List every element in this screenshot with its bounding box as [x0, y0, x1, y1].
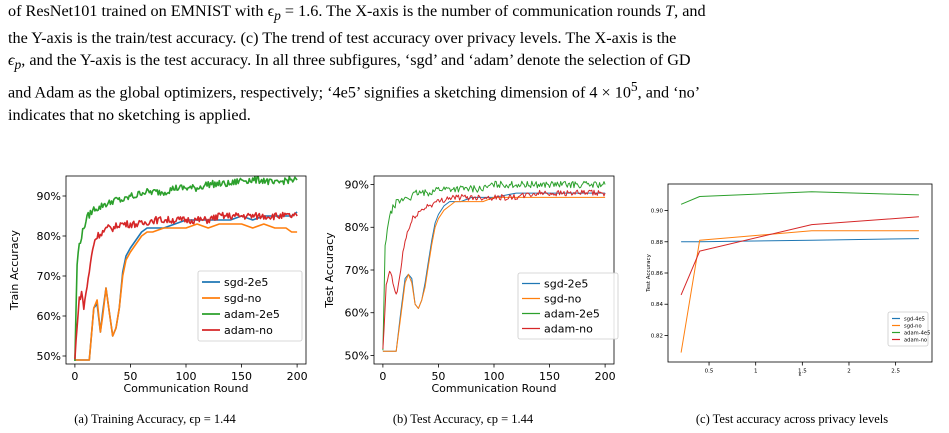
figure-caption: of ResNet101 trained on EMNIST with ϵp =… [8, 0, 944, 126]
x-axis-label: Communication Round [431, 382, 556, 395]
y-tick-label: 50% [37, 350, 61, 363]
y-tick-label: 0.88 [651, 240, 664, 246]
legend-label-adam-4e5: adam-4e5 [904, 330, 930, 336]
y-axis-label: Train Accuracy [8, 229, 21, 311]
y-tick-label: 0.86 [651, 271, 664, 277]
legend-label-sgd-no: sgd-no [904, 323, 922, 329]
y-tick-label: 90% [37, 190, 61, 203]
series-line-sgd-no [74, 223, 298, 361]
legend-box [887, 311, 929, 347]
x-tick-label: 200 [287, 370, 308, 383]
series-line-adam-no [382, 189, 606, 349]
y-tick-label: 90% [345, 179, 369, 192]
x-tick-label: 2.5 [891, 369, 900, 375]
caption-line-5: indicates that no sketching is applied. [8, 105, 251, 124]
x-tick-label: 1 [754, 369, 758, 375]
y-tick-label: 50% [345, 349, 369, 362]
y-tick-label: 0.84 [651, 302, 664, 308]
legend-label-sgd-2e5: sgd-2e5 [544, 277, 588, 290]
series-line-sgd-no [382, 196, 606, 352]
x-axis-label: Communication Round [123, 382, 248, 395]
legend-label-sgd-2e5: sgd-2e5 [224, 276, 268, 289]
subcaption-a: (a) Training Accuracy, ϵp = 1.44 [74, 412, 236, 426]
y-tick-label: 70% [345, 264, 369, 277]
series-line-adam-no [680, 216, 919, 296]
x-tick-label: 1.5 [798, 369, 807, 375]
x-tick-label: 0 [71, 370, 78, 383]
x-tick-label: 150 [231, 370, 252, 383]
legend-label-sgd-no: sgd-no [544, 292, 582, 305]
legend-label-sgd-4e5: sgd-4e5 [904, 316, 925, 322]
x-tick-label: 150 [539, 370, 560, 383]
x-tick-label: 100 [176, 370, 197, 383]
series-line-adam-no [74, 211, 298, 360]
x-tick-label: 0.5 [705, 369, 714, 375]
series-line-sgd-4e5 [681, 238, 919, 243]
y-axis-label: Test Accuracy [323, 232, 336, 309]
series-line-adam-2e5 [74, 176, 298, 362]
y-tick-label: 0.90 [651, 209, 664, 215]
legend-label-adam-no: adam-no [544, 322, 593, 335]
x-tick-label: 100 [484, 370, 505, 383]
x-axis-label: ε [799, 372, 802, 378]
y-tick-label: 60% [345, 307, 369, 320]
legend-label-adam-2e5: adam-2e5 [544, 307, 600, 320]
x-tick-label: 50 [431, 370, 445, 383]
caption-line-1: of ResNet101 trained on EMNIST with ϵp =… [8, 2, 706, 24]
train-accuracy-chart: 0 50 100 150 200 50% 60% 70% 80% 90% Communication… [8, 175, 308, 395]
privacy-accuracy-chart: 0.5 1 1.5 2 2.5 0.82 0.84 0.86 0.88 0.90 ε Test Acc… [646, 183, 933, 378]
subcaption-c: (c) Test accuracy across privacy levels [695, 412, 889, 426]
legend-label-adam-no: adam-no [224, 324, 273, 337]
test-accuracy-chart: 0 50 100 150 200 50% 60% 70% 80% 90% Communication… [323, 175, 619, 395]
y-axis-label: Test Accuracy [646, 253, 652, 292]
y-tick-label: 70% [37, 270, 61, 283]
series-line-adam-4e5 [680, 191, 919, 205]
legend-box [197, 270, 303, 342]
series-line-sgd-2e5 [382, 192, 606, 352]
x-tick-label: 200 [595, 370, 616, 383]
y-tick-label: 80% [37, 230, 61, 243]
legend-label-sgd-no: sgd-no [224, 292, 262, 305]
x-tick-label: 2 [847, 369, 851, 375]
y-tick-label: 60% [37, 310, 61, 323]
y-tick-label: 80% [345, 221, 369, 234]
legend-label-adam-2e5: adam-2e5 [224, 308, 280, 321]
y-tick-label: 0.82 [651, 333, 663, 339]
subcaption-b: (b) Test Accuracy, ϵp = 1.44 [392, 412, 534, 426]
caption-line-3: ϵp, and the Y-axis is the test accuracy.… [8, 51, 691, 73]
x-tick-label: 0 [379, 370, 386, 383]
x-tick-label: 50 [123, 370, 137, 383]
caption-line-4: and Adam as the global optimizers, respe… [8, 79, 701, 102]
legend-box [517, 272, 619, 340]
series-line-sgd-no [680, 230, 919, 353]
series-line-adam-2e5 [382, 180, 606, 351]
legend-label-adam-no: adam-no [904, 337, 927, 343]
caption-line-2: the Y-axis is the train/test accuracy. (… [8, 29, 677, 48]
